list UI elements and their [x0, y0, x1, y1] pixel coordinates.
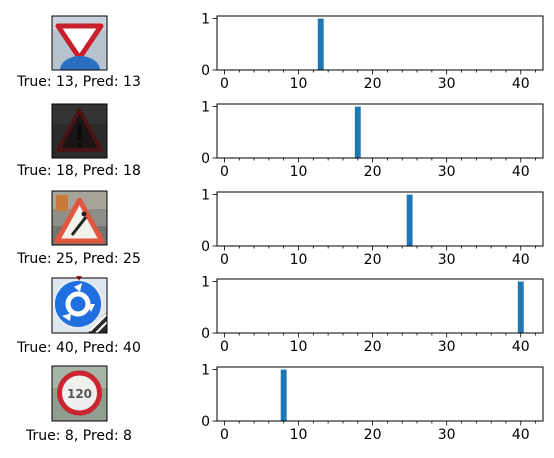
x-tick-label-row-3: 10	[290, 339, 308, 355]
prediction-chart-row-4: 0 10 20 30 40 0 1	[201, 363, 544, 443]
x-tick-label-row-0: 40	[512, 76, 530, 92]
y-tick-label-row-0: 0	[201, 63, 210, 79]
prediction-chart-row-0: 0 10 20 30 40 0 1	[201, 12, 544, 92]
y-tick-label-row-3: 1	[201, 275, 210, 291]
axes-frame-row-4	[216, 366, 544, 422]
x-tick-label-row-3: 30	[438, 339, 456, 355]
x-tick-label-row-0: 0	[220, 76, 229, 92]
x-tick-label-row-4: 20	[364, 427, 382, 443]
caption-row-4: True: 8, Pred: 8	[25, 428, 132, 444]
x-tick-label-row-2: 30	[438, 252, 456, 268]
caption-row-1: True: 18, Pred: 18	[16, 163, 141, 179]
sign-thumbnail-row-1	[51, 103, 108, 159]
sign-thumbnail-row-2	[51, 190, 108, 246]
axes-frame-row-1	[216, 103, 544, 159]
y-tick-label-row-0: 1	[201, 12, 210, 28]
x-tick-label-row-1: 30	[438, 164, 456, 180]
x-tick-label-row-4: 10	[290, 427, 308, 443]
bar-row-3-class-40	[517, 281, 524, 333]
sign-thumbnail-row-3	[51, 276, 108, 334]
bar-row-1-class-18	[354, 106, 361, 158]
x-tick-label-row-2: 20	[364, 252, 382, 268]
x-tick-label-row-1: 20	[364, 164, 382, 180]
x-tick-label-row-0: 10	[290, 76, 308, 92]
y-tick-label-row-3: 0	[201, 326, 210, 342]
x-tick-label-row-3: 0	[220, 339, 229, 355]
x-tick-label-row-1: 10	[290, 164, 308, 180]
bar-row-4-class-8	[280, 369, 287, 421]
bar-row-0-class-13	[317, 18, 324, 71]
y-tick-label-row-2: 1	[201, 188, 210, 204]
x-tick-label-row-0: 30	[438, 76, 456, 92]
y-tick-label-row-4: 1	[201, 363, 210, 379]
y-tick-label-row-2: 0	[201, 239, 210, 255]
x-tick-label-row-4: 40	[512, 427, 530, 443]
sign-thumbnail-row-4: 120	[51, 365, 108, 422]
caption-row-3: True: 40, Pred: 40	[16, 340, 141, 356]
x-tick-label-row-4: 0	[220, 427, 229, 443]
bar-row-2-class-25	[406, 194, 413, 246]
y-tick-label-row-4: 0	[201, 414, 210, 430]
sign-thumbnail-row-0	[51, 15, 108, 71]
speed-limit-sign-text: 120	[67, 387, 92, 401]
axes-frame-row-0	[216, 15, 544, 71]
prediction-chart-row-2: 0 10 20 30 40 0 1	[201, 188, 544, 268]
x-tick-label-row-3: 40	[512, 339, 530, 355]
x-tick-label-row-2: 10	[290, 252, 308, 268]
x-tick-label-row-2: 0	[220, 252, 229, 268]
x-tick-label-row-3: 20	[364, 339, 382, 355]
axes-frame-row-2	[216, 191, 544, 247]
x-tick-label-row-0: 20	[364, 76, 382, 92]
prediction-chart-row-3: 0 10 20 30 40 0 1	[201, 275, 544, 355]
prediction-chart-row-1: 0 10 20 30 40 0 1	[201, 100, 544, 180]
caption-row-2: True: 25, Pred: 25	[16, 251, 141, 267]
caption-row-0: True: 13, Pred: 13	[16, 74, 141, 90]
axes-frame-row-3	[216, 278, 544, 334]
y-tick-label-row-1: 0	[201, 151, 210, 167]
x-tick-label-row-2: 40	[512, 252, 530, 268]
x-tick-label-row-1: 0	[220, 164, 229, 180]
y-tick-label-row-1: 1	[201, 100, 210, 116]
x-tick-label-row-1: 40	[512, 164, 530, 180]
x-tick-label-row-4: 30	[438, 427, 456, 443]
